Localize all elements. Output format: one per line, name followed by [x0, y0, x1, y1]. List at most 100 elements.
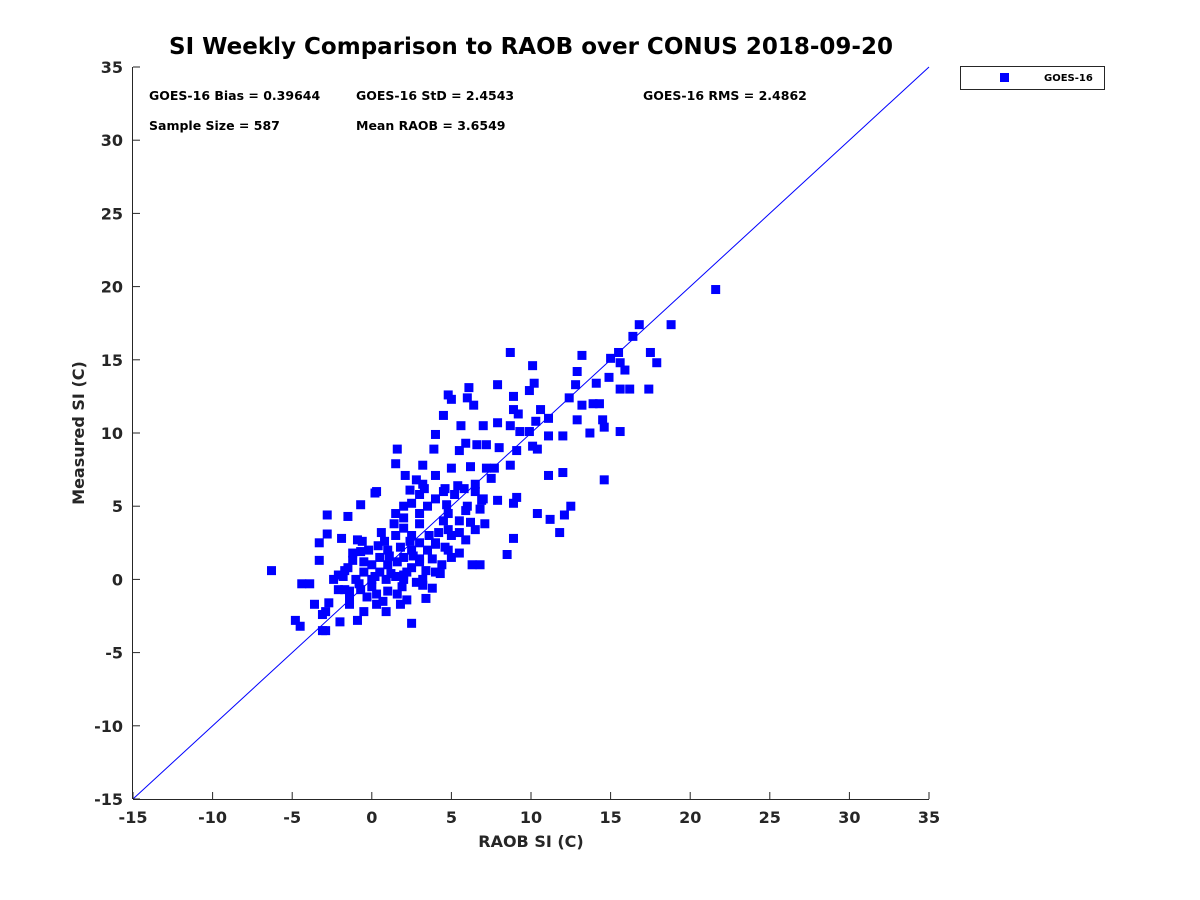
data-point: [367, 560, 377, 570]
data-point: [399, 513, 409, 523]
axes: -15 -10 -5 0 5 10 15 20 25 30 35 -15 -10 -5 0 5 10 15 20 25…: [94, 58, 940, 827]
data-point: [461, 535, 471, 545]
data-point: [383, 586, 393, 596]
data-point: [711, 285, 721, 295]
data-point: [359, 557, 369, 567]
x-tick-label: -5: [283, 808, 301, 827]
data-point: [529, 378, 539, 388]
data-point: [402, 567, 412, 577]
data-point: [508, 533, 518, 543]
data-point: [427, 554, 437, 564]
x-tick-label: 0: [366, 808, 377, 827]
data-point: [348, 548, 358, 558]
data-point: [475, 504, 485, 514]
data-point: [508, 498, 518, 508]
data-point: [411, 577, 421, 587]
data-point: [512, 492, 522, 502]
x-tick-label: -10: [198, 808, 227, 827]
data-point: [367, 582, 377, 592]
legend-label: GOES-16: [1044, 73, 1093, 84]
x-tick-label: 10: [520, 808, 542, 827]
data-point: [405, 536, 415, 546]
data-point: [571, 380, 581, 390]
data-point: [389, 519, 399, 529]
data-point: [415, 489, 425, 499]
data-point: [391, 530, 401, 540]
data-point: [400, 470, 410, 480]
data-point: [290, 615, 300, 625]
data-point: [357, 536, 367, 546]
data-point: [411, 475, 421, 485]
data-point: [454, 516, 464, 526]
data-point: [359, 567, 369, 577]
legend-marker-icon: [1000, 73, 1009, 82]
data-point: [405, 485, 415, 495]
data-point: [424, 530, 434, 540]
y-tick-label: -5: [105, 644, 123, 663]
data-point: [356, 500, 366, 510]
data-point: [459, 484, 469, 494]
data-point: [352, 535, 362, 545]
data-point: [399, 574, 409, 584]
data-point: [558, 468, 568, 478]
data-point: [415, 519, 425, 529]
data-point: [489, 463, 499, 473]
data-point: [462, 393, 472, 403]
data-point: [666, 320, 676, 330]
data-point: [472, 440, 482, 450]
data-point: [615, 358, 625, 368]
data-point: [364, 545, 374, 555]
data-point: [532, 509, 542, 519]
data-point: [352, 615, 362, 625]
data-point: [354, 579, 364, 589]
x-tick-label: 20: [679, 808, 701, 827]
data-point: [446, 530, 456, 540]
data-point: [599, 475, 609, 485]
data-point: [591, 378, 601, 388]
data-point: [566, 501, 576, 511]
data-point: [443, 525, 453, 535]
data-point: [430, 567, 440, 577]
one-to-one-line: [132, 66, 930, 800]
data-point: [469, 400, 479, 410]
data-point: [340, 585, 350, 595]
data-point: [399, 523, 409, 533]
data-point: [314, 555, 324, 565]
data-point: [450, 489, 460, 499]
data-point: [453, 481, 463, 491]
data-point: [536, 405, 546, 415]
y-tick-label: 10: [101, 424, 123, 443]
data-point: [531, 416, 541, 426]
data-point: [407, 563, 417, 573]
data-point: [329, 574, 339, 584]
data-point: [418, 460, 428, 470]
data-point: [429, 444, 439, 454]
data-point: [383, 545, 393, 555]
data-point: [454, 548, 464, 558]
data-point: [343, 563, 353, 573]
data-point: [494, 443, 504, 453]
data-point: [505, 421, 515, 431]
data-points: [267, 285, 721, 636]
data-point: [493, 495, 503, 505]
data-point: [475, 560, 485, 570]
data-point: [598, 415, 608, 425]
data-point: [322, 529, 332, 539]
data-point: [407, 530, 417, 540]
data-point: [305, 579, 315, 589]
data-point: [515, 427, 525, 437]
data-point: [524, 427, 534, 437]
mean-raob-annotation: Mean RAOB = 3.6549: [356, 118, 505, 133]
data-point: [572, 415, 582, 425]
data-point: [572, 367, 582, 377]
data-point: [386, 569, 396, 579]
data-point: [430, 470, 440, 480]
data-point: [454, 528, 464, 538]
y-tick-label: 30: [101, 131, 123, 150]
rms-annotation: GOES-16 RMS = 2.4862: [643, 88, 807, 103]
data-point: [345, 586, 355, 596]
data-point: [348, 555, 358, 565]
data-point: [362, 592, 372, 602]
data-point: [532, 444, 542, 454]
